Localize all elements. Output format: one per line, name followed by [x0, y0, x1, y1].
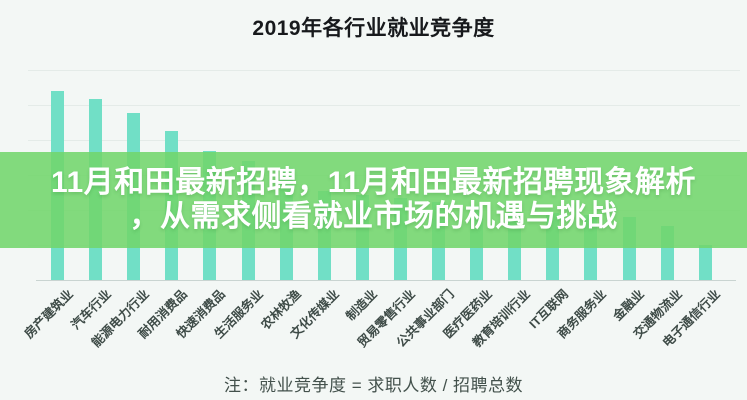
chart-title: 2019年各行业就业竞争度	[252, 17, 495, 40]
y-gridline	[28, 140, 740, 141]
y-gridline	[28, 105, 740, 106]
x-axis-line	[36, 280, 736, 281]
headline-line1: 11月和田最新招聘，11月和田最新招聘现象解析	[51, 166, 696, 199]
bar	[698, 245, 712, 280]
headline-line2: ，从需求侧看就业市场的机遇与挑战	[129, 200, 618, 233]
headline-banner: 11月和田最新招聘，11月和田最新招聘现象解析 ，从需求侧看就业市场的机遇与挑战	[0, 152, 747, 248]
y-gridline	[28, 70, 740, 71]
footnote: 注：就业竞争度 = 求职人数 / 招聘总数	[223, 376, 524, 395]
